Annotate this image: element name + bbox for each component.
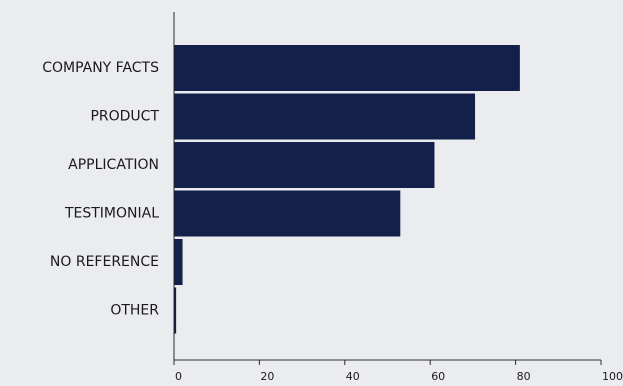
category-label: OTHER	[110, 303, 159, 319]
category-label: APPLICATION	[68, 157, 159, 173]
category-labels: COMPANY FACTS PRODUCT APPLICATION TESTIMONI…	[42, 60, 159, 319]
x-tick-label: 80	[517, 370, 531, 383]
bars-group	[174, 45, 520, 334]
bar-product	[174, 93, 476, 140]
x-axis-ticks: 0 20 40 60 80 100	[173, 360, 623, 383]
bar-company-facts	[174, 45, 520, 91]
category-label: COMPANY FACTS	[42, 60, 159, 76]
category-label: TESTIMONIAL	[64, 206, 159, 222]
x-tick-label: 100	[602, 370, 623, 383]
bar-application	[174, 142, 435, 188]
bar-testimonial	[174, 190, 401, 237]
category-label: NO REFERENCE	[50, 254, 159, 270]
x-tick-label: 0	[175, 370, 182, 383]
x-tick-label: 20	[260, 370, 274, 383]
x-tick-label: 60	[431, 370, 445, 383]
bar-other	[174, 287, 177, 334]
x-tick-label: 40	[346, 370, 360, 383]
category-label: PRODUCT	[90, 109, 159, 125]
bar-no-reference	[174, 239, 183, 285]
